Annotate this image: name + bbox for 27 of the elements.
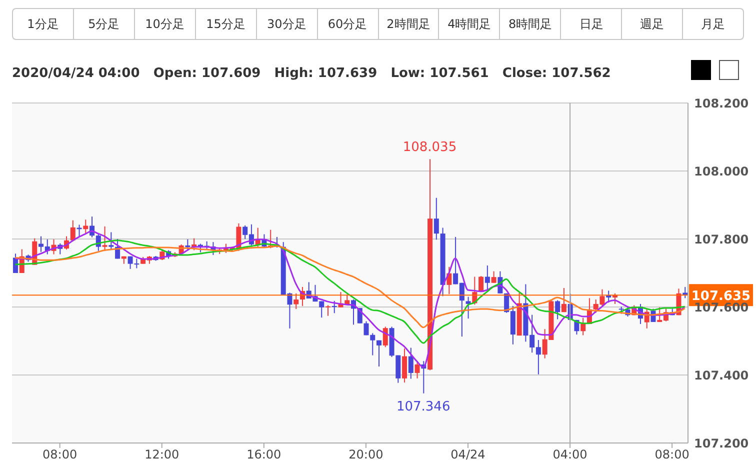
text: 4時間足 (438, 9, 500, 39)
y-tick-label: 107.800 (694, 232, 749, 246)
text: 10分足 (134, 9, 195, 39)
annotation: 108.035 (402, 140, 457, 156)
text: 60分足 (316, 9, 378, 39)
x-tick-label: 08:00 (654, 448, 690, 462)
text: 30分足 (256, 9, 317, 39)
text: 5分足 (72, 9, 134, 39)
x-tick-label: 08:00 (42, 448, 78, 462)
text: 2時間足 (378, 9, 438, 39)
y-tick-label: 107.200 (694, 436, 749, 450)
text: 週足 (621, 9, 682, 39)
text: 15分足 (194, 9, 256, 39)
x-tick-label: 20:00 (348, 448, 384, 462)
text: 日足 (560, 9, 622, 39)
x-tick-label: 16:00 (246, 448, 282, 462)
x-tick-label: 04/24 (450, 448, 486, 462)
chart-subtitle: 2020/04/24 04:00 Open: 107.609 High: 107.639 Low: 107.561 Close: 107.562 (12, 66, 611, 81)
y-tick-label: 107.400 (694, 368, 749, 382)
x-tick-label: 04:00 (552, 448, 588, 462)
text: 月足 (682, 9, 744, 39)
x-tick-label: 12:00 (144, 448, 180, 462)
annotation: 107.346 (396, 400, 450, 415)
text: 1分足 (26, 16, 60, 32)
y-tick-label: 108.000 (694, 164, 749, 178)
text: 8時間足 (499, 9, 560, 39)
y-tick-label: 108.200 (694, 96, 749, 110)
